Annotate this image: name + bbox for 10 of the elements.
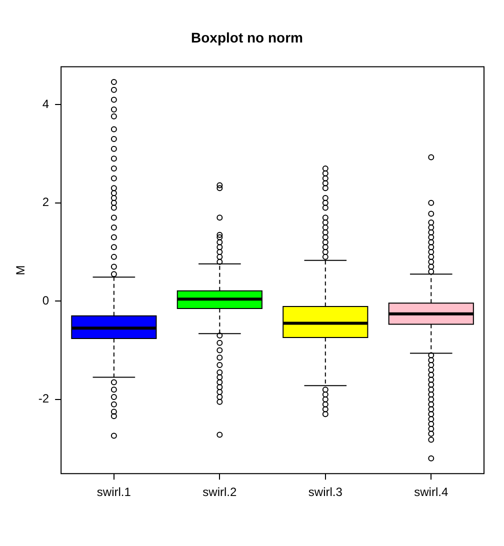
y-tick-label: -2 — [38, 392, 50, 406]
x-tick-label: swirl.4 — [414, 485, 448, 500]
x-tick-label: swirl.1 — [96, 485, 132, 500]
y-tick-label: 2 — [42, 195, 50, 210]
x-tick-label: swirl.2 — [202, 485, 237, 500]
chart-title: Boxplot no norm — [191, 29, 303, 46]
x-tick-label: swirl.3 — [308, 485, 343, 500]
y-axis-title: M — [14, 265, 28, 276]
y-tick-label: 4 — [42, 96, 50, 111]
y-tick-label: 0 — [42, 293, 50, 308]
